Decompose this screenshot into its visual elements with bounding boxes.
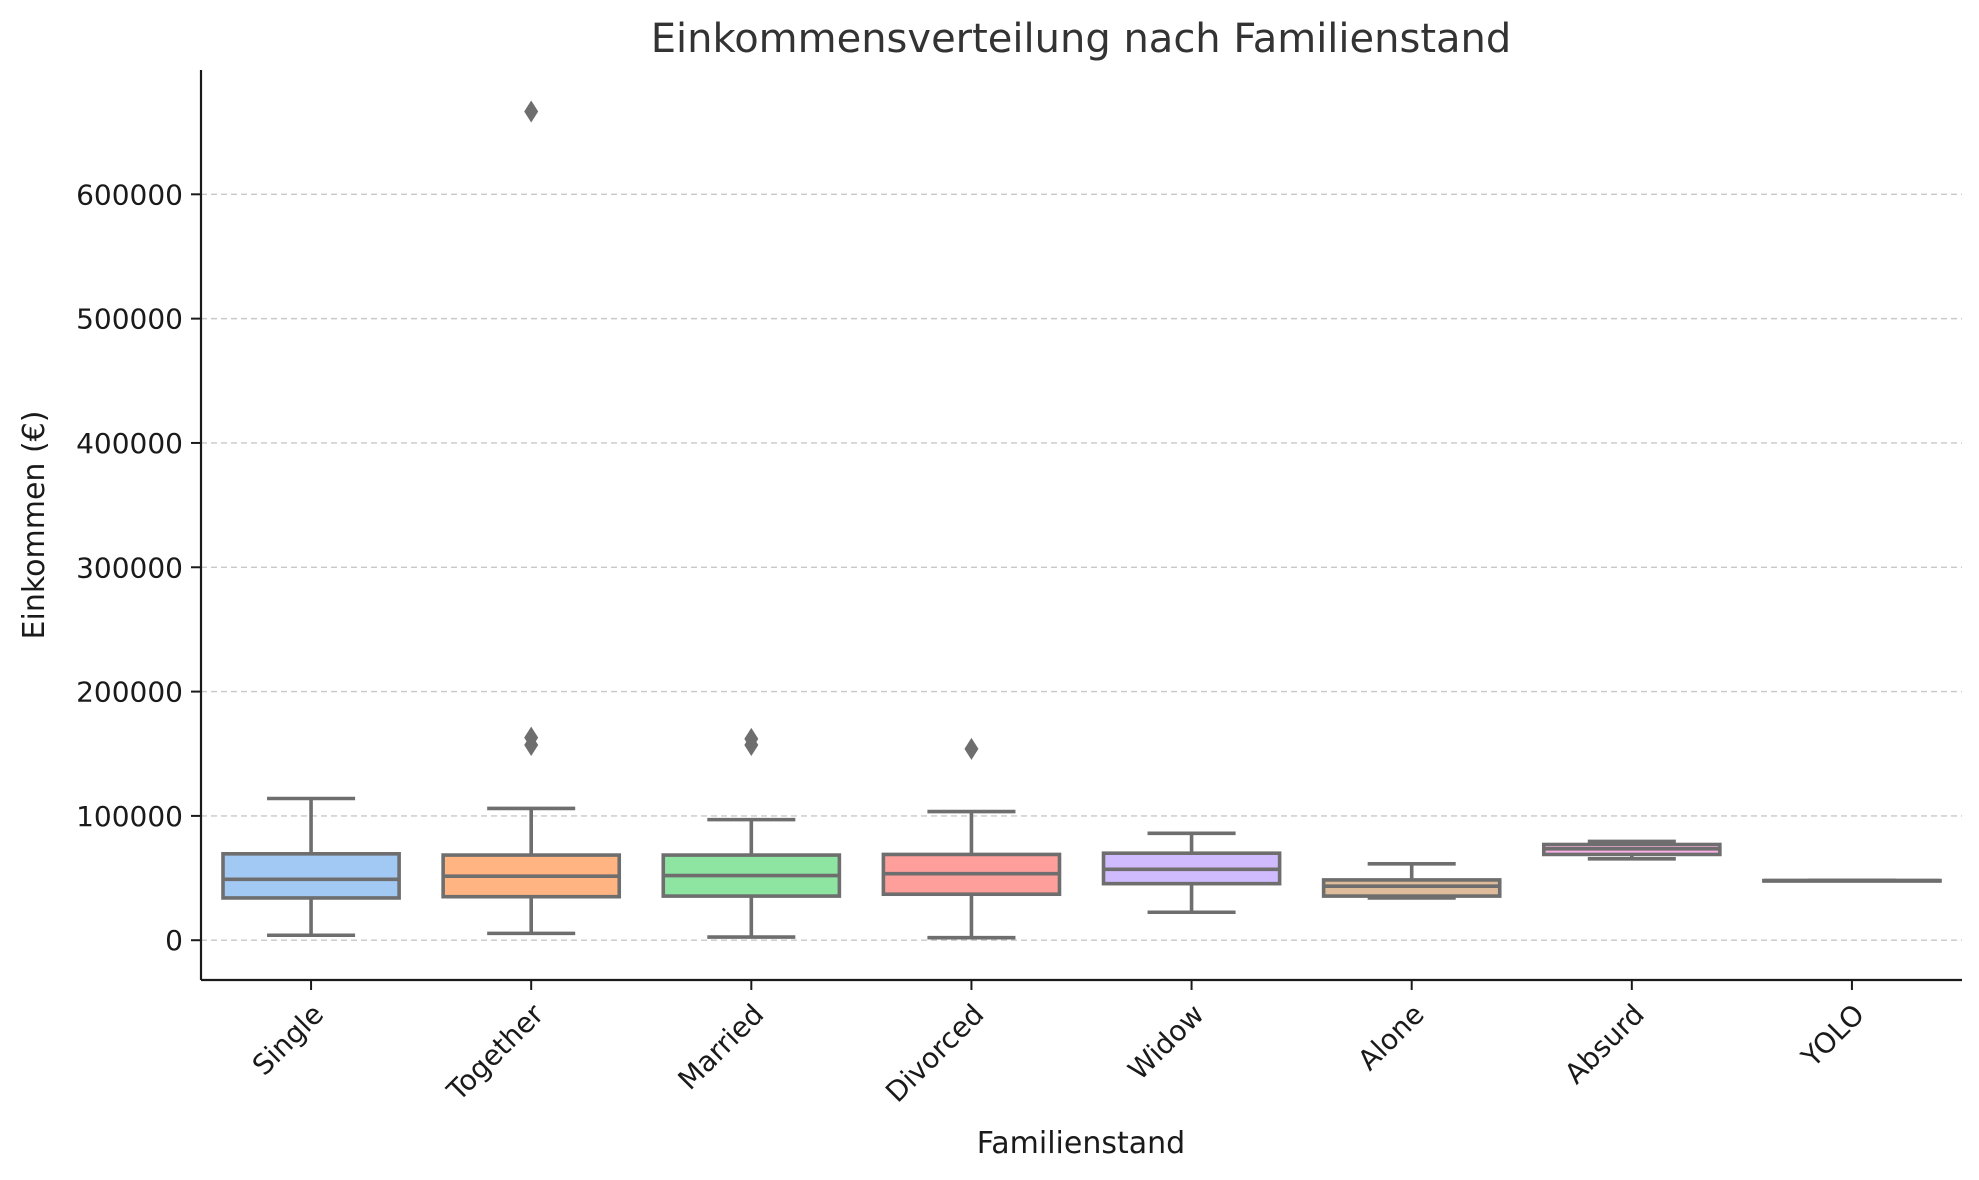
x-tick-label: Single xyxy=(246,998,330,1082)
box-divorced xyxy=(881,737,1062,940)
y-tick-label: 400000 xyxy=(76,427,183,460)
y-tick-label: 0 xyxy=(165,924,183,957)
y-tick-label: 600000 xyxy=(76,178,183,211)
outlier-point xyxy=(744,734,759,757)
y-tick-label: 300000 xyxy=(76,551,183,584)
box-absurd xyxy=(1541,839,1722,861)
box-married xyxy=(661,727,842,939)
outlier-point xyxy=(524,100,539,123)
boxes xyxy=(221,100,1942,940)
y-tick-label: 500000 xyxy=(76,303,183,336)
box-alone xyxy=(1321,861,1502,900)
x-axis: Single Together Married Divorced Widow Alone A… xyxy=(246,980,1871,1109)
y-tick-label: 200000 xyxy=(76,676,183,709)
outlier-point xyxy=(964,737,979,760)
y-axis-label: Einkommen (€) xyxy=(17,411,52,640)
y-tick-label: 100000 xyxy=(76,800,183,833)
box-single xyxy=(221,796,401,938)
x-tick-label: Alone xyxy=(1351,998,1430,1077)
x-tick-label: Together xyxy=(440,997,551,1108)
box-yolo xyxy=(1762,878,1942,883)
y-axis: 0 100000 200000 300000 400000 500000 600000 xyxy=(76,178,201,957)
x-axis-label: Familienstand xyxy=(977,1126,1185,1161)
x-tick-label: YOLO xyxy=(1794,998,1871,1075)
outlier-point xyxy=(524,734,539,757)
x-tick-label: Married xyxy=(672,998,771,1097)
box-together xyxy=(441,100,622,936)
x-tick-label: Absurd xyxy=(1558,998,1651,1091)
box-iqr xyxy=(221,852,401,900)
box-widow xyxy=(1101,831,1282,915)
grid-lines xyxy=(201,193,1962,941)
x-tick-label: Widow xyxy=(1122,998,1211,1087)
box-iqr xyxy=(1321,878,1502,898)
chart-title: Einkommensverteilung nach Familienstand xyxy=(651,16,1512,62)
x-tick-label: Divorced xyxy=(879,998,990,1109)
